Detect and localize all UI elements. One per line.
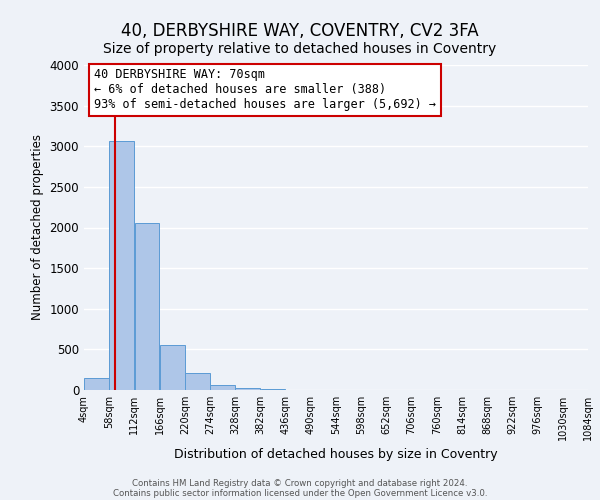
Bar [260, 389, 286, 390]
Text: Contains public sector information licensed under the Open Government Licence v3: Contains public sector information licen… [113, 488, 487, 498]
Y-axis label: Number of detached properties: Number of detached properties [31, 134, 44, 320]
Bar [185, 374, 210, 390]
X-axis label: Distribution of detached houses by size in Coventry: Distribution of detached houses by size … [174, 448, 498, 462]
Bar [210, 384, 235, 390]
Text: Contains HM Land Registry data © Crown copyright and database right 2024.: Contains HM Land Registry data © Crown c… [132, 478, 468, 488]
Text: Size of property relative to detached houses in Coventry: Size of property relative to detached ho… [103, 42, 497, 56]
Bar [109, 142, 134, 390]
Bar [160, 344, 185, 390]
Bar [84, 378, 109, 390]
Text: 40, DERBYSHIRE WAY, COVENTRY, CV2 3FA: 40, DERBYSHIRE WAY, COVENTRY, CV2 3FA [121, 22, 479, 40]
Bar [235, 388, 260, 390]
Bar [134, 222, 160, 390]
Text: 40 DERBYSHIRE WAY: 70sqm
← 6% of detached houses are smaller (388)
93% of semi-d: 40 DERBYSHIRE WAY: 70sqm ← 6% of detache… [94, 68, 436, 112]
